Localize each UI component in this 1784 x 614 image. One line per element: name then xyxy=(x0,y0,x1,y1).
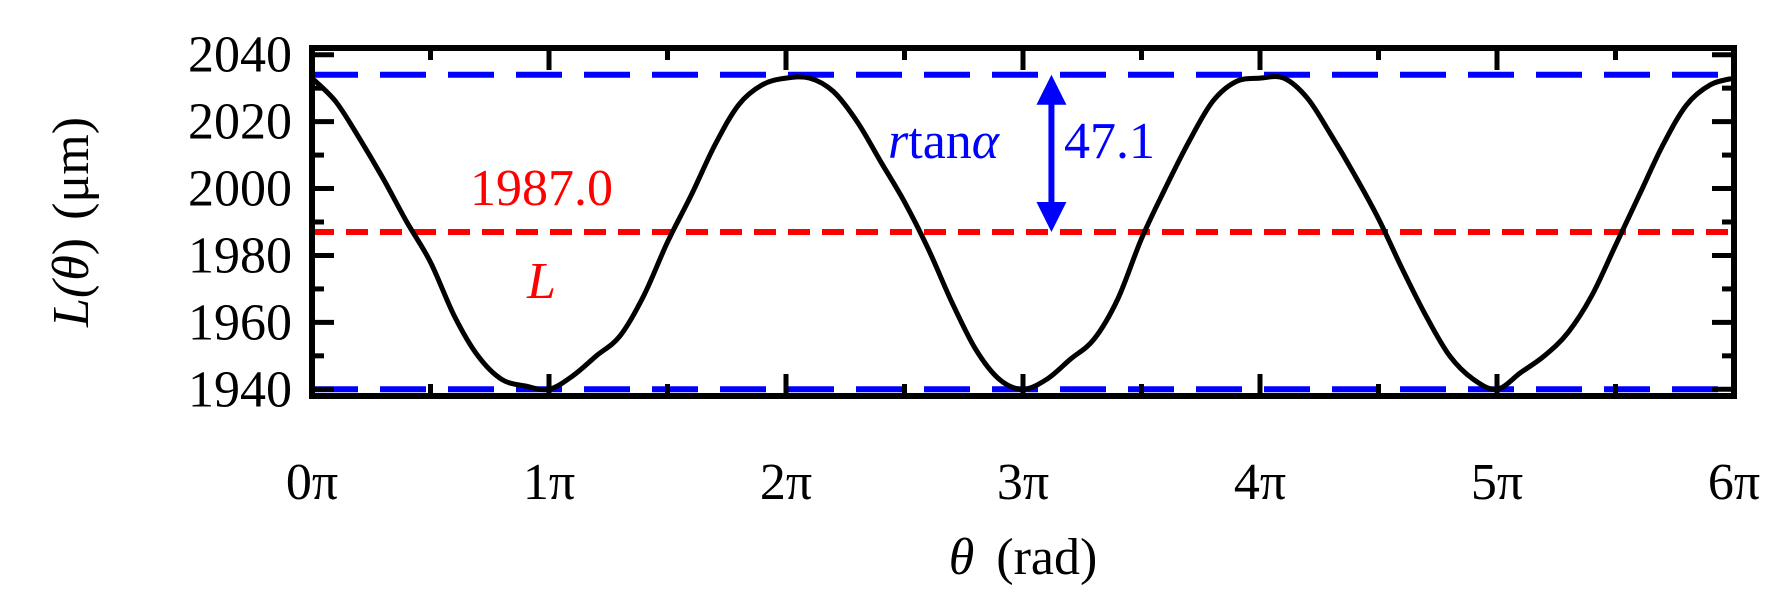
x-tick-labels: 0π 1π 2π 3π 4π 5π 6π xyxy=(286,454,1760,511)
axis-ticks xyxy=(309,48,1737,396)
y-tick-label: 2020 xyxy=(188,94,292,151)
x-tick-label: 4π xyxy=(1234,454,1286,511)
y-tick-label: 2040 xyxy=(188,27,292,84)
arrow-value-label: 47.1 xyxy=(1064,113,1155,170)
x-tick-label: 1π xyxy=(523,454,575,511)
y-axis-symbol-var: θ xyxy=(43,255,100,281)
reference-lines xyxy=(312,71,1734,393)
arrow-label-func: tan xyxy=(908,113,972,170)
y-axis-symbol-post: ) xyxy=(43,238,100,255)
x-axis-unit: (rad) xyxy=(996,529,1097,586)
mean-symbol-label: L xyxy=(526,253,556,310)
arrow-head-bottom xyxy=(1036,202,1067,233)
x-tick-label: 2π xyxy=(760,454,812,511)
plot-frame xyxy=(309,45,1737,399)
y-axis-unit: (μm) xyxy=(43,117,100,220)
y-axis-title: L(θ) (μm) xyxy=(43,117,100,328)
x-axis-symbol: θ xyxy=(949,529,975,586)
x-tick-label: 3π xyxy=(997,454,1049,511)
arrow-label-angle: α xyxy=(972,113,1001,170)
amplitude-arrow xyxy=(1036,74,1067,233)
y-tick-label: 2000 xyxy=(188,161,292,218)
mean-value-label: 1987.0 xyxy=(470,160,613,217)
y-tick-labels: 1940 1960 1980 2000 2020 2040 xyxy=(188,27,292,419)
arrow-head-top xyxy=(1036,74,1067,105)
x-axis-title: θ (rad) xyxy=(949,529,1098,586)
y-axis-symbol-pre: L( xyxy=(43,278,100,328)
x-tick-label: 0π xyxy=(286,454,338,511)
arrow-label: rtanα xyxy=(888,113,1001,170)
y-tick-label: 1960 xyxy=(188,294,292,351)
arrow-label-var: r xyxy=(888,113,909,170)
x-tick-label: 6π xyxy=(1708,454,1760,511)
y-tick-label: 1980 xyxy=(188,227,292,284)
x-tick-label: 5π xyxy=(1471,454,1523,511)
y-tick-label: 1940 xyxy=(188,361,292,418)
